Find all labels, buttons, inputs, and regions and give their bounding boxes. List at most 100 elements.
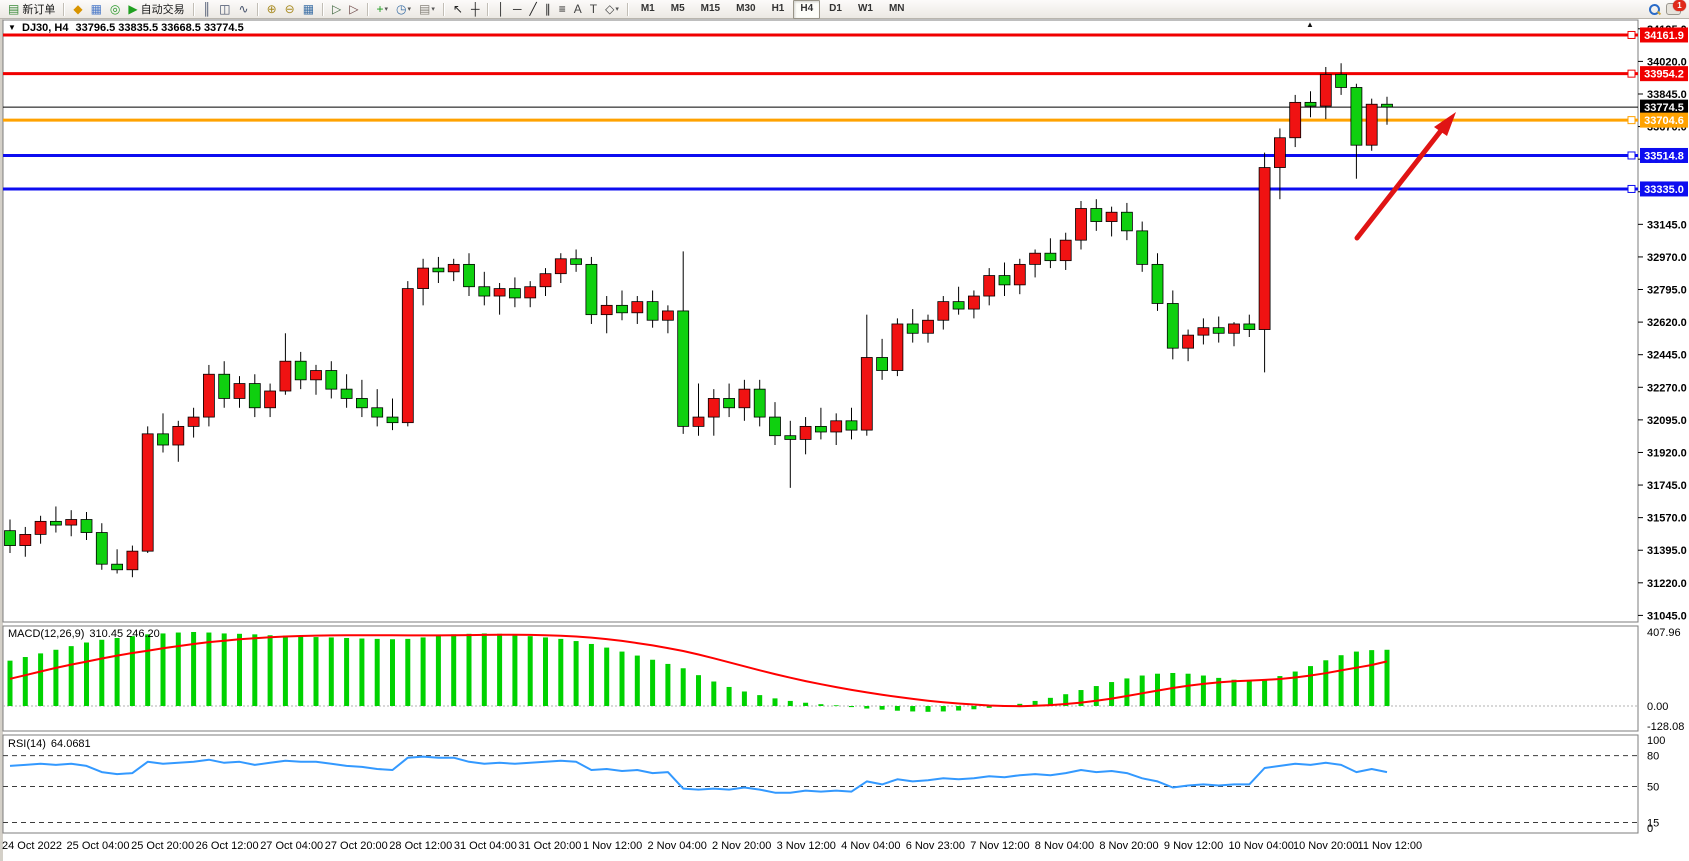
macd-histogram-bar [1262, 679, 1268, 706]
macd-histogram-bar [374, 638, 380, 706]
crosshair-button[interactable]: ┼ [467, 0, 484, 19]
orange-level-line[interactable] [3, 116, 1638, 125]
data-window-button[interactable]: ◎ [106, 0, 124, 19]
support-line-1[interactable] [3, 151, 1638, 160]
candle-body [769, 416, 781, 437]
chart-canvas[interactable]: 34195.034020.033845.033670.033495.033320… [0, 19, 1689, 861]
bar-chart-button[interactable]: ║ [199, 0, 216, 19]
timeframe-button-w1[interactable]: W1 [857, 2, 873, 14]
macd-histogram-bar [1063, 694, 1069, 706]
arrow-shaft[interactable] [1354, 125, 1446, 241]
timeframe-button-m15[interactable]: M15 [700, 2, 721, 14]
timeframe-button-m1[interactable]: M1 [640, 2, 655, 14]
candle-body [141, 433, 154, 552]
resistance-line-2[interactable] [3, 69, 1638, 78]
templates-button[interactable]: ▤ ▾ [415, 0, 439, 19]
zoom-out-button[interactable]: ⊖ [281, 0, 299, 19]
zoom-in-button[interactable]: ⊕ [263, 0, 281, 19]
toolbar-separator [487, 2, 490, 16]
horizontal-line-objects[interactable] [3, 30, 1638, 193]
macd-histogram-bar [956, 706, 962, 711]
timeframe-button-m30[interactable]: M30 [736, 2, 756, 14]
macd-histogram-bar [191, 631, 197, 706]
indicators-button[interactable]: + ▾ [373, 0, 393, 19]
macd-histogram-bar [680, 668, 686, 706]
candle-body [80, 519, 93, 533]
candle [157, 413, 169, 453]
candlestick-chart-button[interactable]: ◫ [215, 0, 234, 19]
horizontal-line-button[interactable]: ─ [509, 0, 526, 19]
chart-shift-button[interactable]: ▷ [345, 0, 362, 19]
shapes-button[interactable]: ◇ ▾ [601, 0, 623, 19]
candle-body [248, 383, 261, 409]
auto-scroll-button[interactable]: ▷ [328, 0, 345, 19]
trend-arrow-annotation[interactable] [1354, 112, 1456, 241]
candle-body [906, 323, 919, 334]
symbol-dropdown-icon[interactable]: ▼ [8, 23, 16, 32]
periods-button[interactable]: ◷ ▾ [392, 0, 415, 19]
support-line-2[interactable] [3, 184, 1638, 193]
candle [310, 364, 322, 395]
tile-windows-button[interactable]: ▦ [299, 0, 318, 19]
fibonacci-button[interactable]: ≡ [555, 0, 570, 19]
text-label-button[interactable]: T [586, 0, 601, 19]
macd-histogram-bar [741, 691, 747, 706]
macd-histogram-bar [925, 706, 931, 712]
timeframe-button-m5[interactable]: M5 [670, 2, 685, 14]
trendline-button[interactable]: ╱ [525, 0, 540, 19]
timeframe-button-mn[interactable]: MN [888, 2, 905, 14]
tile-windows-icon: ▦ [302, 1, 315, 16]
candle-body [677, 310, 690, 427]
badge-bg [1640, 147, 1688, 163]
price-tick-label: 32970.0 [1647, 252, 1687, 264]
candle-body [1319, 74, 1332, 107]
time-axis-label: 25 Oct 20:00 [131, 840, 194, 852]
macd-histogram-bar [910, 706, 916, 712]
candle [1013, 258, 1026, 295]
text-button[interactable]: A [570, 0, 586, 19]
equidistant-channel-button[interactable]: ∥ [541, 0, 555, 19]
macd-histogram-bar [726, 686, 732, 706]
candle-body [355, 398, 368, 409]
cursor-button[interactable]: ↖ [449, 0, 467, 19]
time-axis-label: 2 Nov 04:00 [648, 840, 707, 852]
macd-histogram-bar [1032, 700, 1038, 706]
candle [1151, 253, 1164, 311]
arrow-head[interactable] [1434, 112, 1456, 136]
price-tick-label: 33145.0 [1647, 219, 1687, 231]
chart-shift-marker[interactable]: ▲ [1306, 20, 1314, 29]
macd-histogram-bar [405, 638, 411, 706]
autotrading-button[interactable]: ▶ 自动交易 [124, 0, 188, 19]
timeframe-button-d1[interactable]: D1 [829, 2, 842, 14]
candle-body [34, 520, 47, 535]
timeframe-button-h1[interactable]: H1 [771, 2, 785, 14]
line-chart-button[interactable]: ∿ [235, 0, 253, 19]
timeframe-button-h4[interactable]: H4 [793, 0, 821, 19]
chart-window-button[interactable]: ▦ [87, 0, 106, 19]
candle [1166, 290, 1179, 360]
search-icon[interactable] [1649, 3, 1660, 15]
macd-histogram-bar [1216, 677, 1222, 706]
chevron-down-icon: ▾ [615, 6, 619, 13]
candle [386, 398, 399, 431]
macd-histogram-bar [1047, 697, 1053, 706]
candle-body [1350, 87, 1363, 146]
candle-body [264, 390, 277, 409]
orange-level-line-badge: 33704.6 [1640, 112, 1688, 128]
chat-icon[interactable]: 1 [1666, 0, 1686, 15]
candle-body [65, 519, 78, 526]
time-axis-label: 28 Oct 12:00 [389, 840, 452, 852]
macd-histogram-bar [573, 641, 579, 706]
time-axis-label: 6 Nov 23:00 [906, 840, 965, 852]
badge-text: 33514.8 [1644, 150, 1684, 162]
candle-body [585, 263, 598, 316]
new-order-button[interactable]: ▤ 新订单 [4, 0, 59, 19]
resistance-line-1[interactable] [3, 30, 1638, 39]
time-axis-label: 4 Nov 04:00 [841, 840, 900, 852]
vertical-line-button[interactable]: │ [493, 0, 509, 19]
symbols-cube-button[interactable]: ◆ [69, 0, 86, 19]
candle-body [386, 416, 399, 424]
price-tick-label: 32445.0 [1647, 350, 1687, 362]
candle-body [1029, 252, 1041, 265]
